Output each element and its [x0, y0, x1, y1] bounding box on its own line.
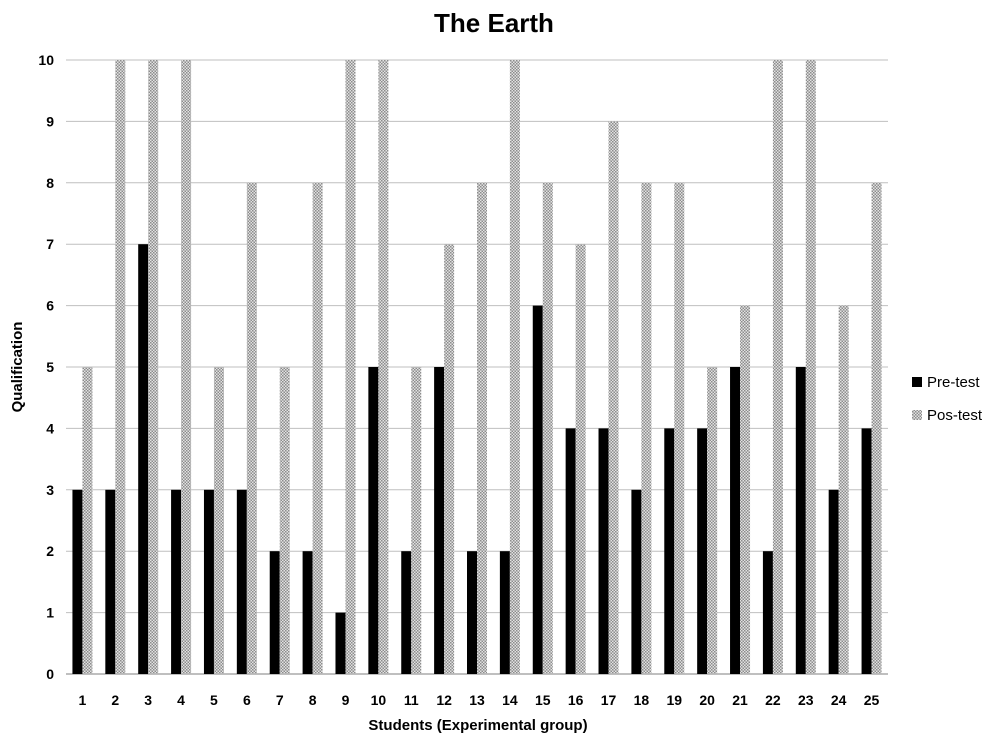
legend-label: Pos-test [927, 407, 983, 424]
x-tick-label: 11 [404, 692, 419, 708]
x-tick-label: 2 [111, 692, 119, 708]
y-tick-label: 4 [46, 420, 54, 436]
bar-pos-test-5 [213, 367, 224, 674]
y-tick-label: 0 [46, 666, 54, 682]
x-tick-label: 19 [666, 692, 682, 708]
legend-swatch [912, 410, 922, 420]
x-tick-label: 23 [798, 692, 814, 708]
y-tick-label: 8 [46, 175, 54, 191]
x-axis-label: Students (Experimental group) [368, 717, 587, 734]
y-tick-label: 5 [46, 359, 54, 375]
bar-pre-test-16 [565, 428, 576, 674]
chart-title: The Earth [434, 8, 554, 38]
y-tick-label: 3 [46, 482, 54, 498]
x-tick-label: 7 [276, 692, 284, 708]
x-tick-label: 4 [177, 692, 185, 708]
bar-pre-test-11 [401, 551, 412, 674]
x-tick-label: 15 [535, 692, 551, 708]
x-tick-label: 21 [732, 692, 748, 708]
x-tick-label: 22 [765, 692, 781, 708]
bar-pos-test-19 [674, 182, 685, 675]
bar-pre-test-4 [171, 489, 182, 674]
legend: Pre-test Pos-test [912, 374, 983, 424]
x-axis-ticks: 1 2 3 4 5 6 7 8 9 10 11 12 13 14 15 16 17 18 19 20 21 22 23 24 2… [79, 692, 880, 708]
bar-pre-test-19 [664, 428, 675, 674]
x-tick-label: 24 [831, 692, 847, 708]
bar-pos-test-18 [641, 182, 652, 675]
bar-pre-test-6 [236, 489, 247, 674]
bar-pre-test-13 [467, 551, 477, 674]
x-tick-label: 25 [864, 692, 880, 708]
bar-pos-test-10 [378, 60, 389, 674]
bar-pos-test-25 [871, 182, 882, 675]
bar-pos-test-11 [411, 367, 422, 674]
bar-pre-test-8 [302, 551, 313, 674]
y-tick-label: 7 [46, 236, 54, 252]
x-tick-label: 18 [634, 692, 650, 708]
bar-pos-test-24 [838, 305, 849, 674]
bar-pre-test-14 [499, 551, 510, 674]
x-tick-label: 1 [79, 692, 87, 708]
bar-pos-test-1 [82, 367, 93, 674]
y-axis-label: Qualification [9, 322, 26, 413]
bar-pos-test-15 [542, 182, 553, 675]
bar-pre-test-20 [697, 428, 708, 674]
bar-pre-test-9 [335, 612, 346, 674]
bar-pre-test-5 [203, 489, 214, 674]
bar-pos-test-7 [279, 367, 290, 674]
bar-pos-test-13 [477, 182, 487, 675]
x-tick-label: 5 [210, 692, 218, 708]
bar-pos-test-3 [148, 60, 159, 674]
bar-pos-test-22 [772, 60, 783, 674]
bar-pre-test-22 [762, 551, 773, 674]
bar-pre-test-1 [72, 489, 83, 674]
legend-label: Pre-test [927, 374, 980, 391]
x-tick-label: 13 [469, 692, 485, 708]
bar-pos-test-16 [575, 244, 586, 674]
bar-pre-test-24 [828, 489, 839, 674]
bars [72, 60, 882, 675]
x-tick-label: 10 [371, 692, 387, 708]
bar-pos-test-14 [509, 60, 520, 674]
bar-pre-test-15 [532, 305, 543, 674]
bar-pre-test-17 [598, 428, 609, 674]
bar-pre-test-21 [730, 367, 741, 674]
bar-pre-test-2 [105, 489, 116, 674]
x-tick-label: 9 [342, 692, 350, 708]
x-tick-label: 6 [243, 692, 251, 708]
bar-pre-test-7 [269, 551, 280, 674]
bar-pre-test-12 [434, 367, 445, 674]
bar-pre-test-25 [861, 428, 872, 674]
x-tick-label: 20 [699, 692, 715, 708]
bar-pos-test-21 [740, 305, 751, 674]
bar-pos-test-6 [246, 182, 257, 675]
x-tick-label: 12 [436, 692, 452, 708]
y-tick-label: 2 [46, 543, 54, 559]
x-tick-label: 8 [309, 692, 317, 708]
bar-pre-test-23 [795, 367, 806, 674]
y-axis-ticks: 0 1 2 3 4 5 6 7 8 9 10 [38, 52, 54, 682]
bar-pre-test-10 [368, 367, 379, 674]
bar-pos-test-17 [608, 121, 619, 674]
x-tick-label: 14 [502, 692, 518, 708]
bar-pos-test-4 [181, 60, 192, 674]
x-tick-label: 17 [601, 692, 617, 708]
y-tick-label: 9 [46, 113, 54, 129]
bar-pos-test-9 [345, 60, 356, 674]
bar-pos-test-23 [805, 60, 816, 674]
y-tick-label: 10 [38, 52, 54, 68]
bar-pos-test-12 [444, 244, 455, 674]
y-tick-label: 1 [46, 605, 54, 621]
y-tick-label: 6 [46, 298, 54, 314]
x-tick-label: 16 [568, 692, 584, 708]
bar-pos-test-2 [115, 60, 126, 674]
bar-pos-test-20 [707, 367, 718, 674]
bar-pre-test-18 [631, 489, 642, 674]
bar-pos-test-8 [312, 182, 323, 675]
x-tick-label: 3 [144, 692, 152, 708]
bar-pre-test-3 [138, 244, 149, 674]
legend-swatch [912, 377, 922, 387]
